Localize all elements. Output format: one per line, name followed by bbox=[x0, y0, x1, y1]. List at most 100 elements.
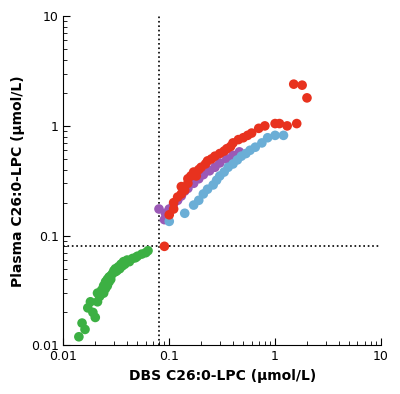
Point bbox=[224, 145, 230, 152]
Point bbox=[262, 123, 268, 129]
Point bbox=[120, 258, 127, 265]
Point bbox=[290, 81, 297, 87]
Point bbox=[156, 206, 162, 212]
Point bbox=[216, 160, 223, 166]
Point bbox=[185, 176, 191, 182]
Point bbox=[98, 287, 105, 293]
Point bbox=[216, 173, 223, 179]
Point bbox=[138, 251, 145, 257]
Point bbox=[112, 266, 119, 272]
Point bbox=[109, 271, 116, 277]
Point bbox=[116, 266, 123, 272]
Point bbox=[204, 158, 211, 164]
Point bbox=[221, 148, 227, 154]
Point bbox=[196, 166, 202, 173]
Point bbox=[272, 121, 278, 127]
Point bbox=[92, 314, 98, 321]
Point bbox=[178, 191, 184, 197]
Point bbox=[161, 216, 168, 223]
Point bbox=[100, 282, 107, 289]
Point bbox=[170, 199, 177, 206]
Point bbox=[198, 164, 204, 171]
Point bbox=[178, 193, 184, 199]
Point bbox=[108, 273, 114, 279]
Point bbox=[280, 132, 287, 139]
Point bbox=[134, 253, 140, 259]
Point bbox=[204, 186, 211, 192]
Point bbox=[243, 151, 249, 157]
Point bbox=[234, 157, 240, 163]
Point bbox=[106, 279, 112, 285]
Point bbox=[161, 243, 168, 249]
Point bbox=[294, 121, 300, 127]
Point bbox=[104, 276, 110, 282]
Point bbox=[122, 261, 128, 268]
Point bbox=[142, 249, 149, 256]
Point bbox=[248, 130, 255, 136]
Point bbox=[162, 210, 169, 216]
Point bbox=[216, 151, 223, 157]
Point bbox=[196, 176, 202, 182]
Point bbox=[182, 188, 188, 194]
Point bbox=[240, 135, 246, 141]
Point bbox=[185, 185, 191, 191]
Point bbox=[210, 182, 216, 188]
Point bbox=[102, 279, 109, 285]
Point bbox=[182, 210, 188, 216]
Point bbox=[182, 187, 188, 193]
Point bbox=[224, 156, 230, 162]
Point bbox=[166, 212, 172, 218]
Point bbox=[206, 167, 213, 174]
Point bbox=[284, 123, 290, 129]
Point bbox=[112, 269, 119, 275]
Point bbox=[230, 161, 236, 167]
Point bbox=[225, 164, 231, 171]
Point bbox=[174, 197, 181, 203]
Point bbox=[276, 121, 283, 127]
Point bbox=[115, 264, 122, 270]
Point bbox=[244, 132, 251, 139]
Point bbox=[118, 261, 124, 268]
Point bbox=[164, 212, 170, 218]
X-axis label: DBS C26:0-LPC (μmol/L): DBS C26:0-LPC (μmol/L) bbox=[128, 369, 316, 383]
Point bbox=[94, 290, 101, 296]
Point bbox=[84, 305, 91, 311]
Point bbox=[129, 255, 136, 262]
Point bbox=[170, 206, 177, 212]
Point bbox=[166, 206, 172, 212]
Point bbox=[193, 173, 200, 179]
Point bbox=[200, 171, 206, 178]
Point bbox=[188, 173, 194, 179]
Point bbox=[100, 290, 107, 296]
Point bbox=[79, 320, 85, 326]
Point bbox=[208, 156, 214, 162]
Point bbox=[236, 149, 243, 155]
Point bbox=[190, 169, 197, 175]
Point bbox=[304, 95, 310, 101]
Point bbox=[190, 202, 197, 208]
Point bbox=[87, 299, 94, 305]
Point bbox=[200, 191, 206, 197]
Point bbox=[259, 140, 265, 146]
Point bbox=[252, 144, 258, 151]
Point bbox=[178, 184, 184, 190]
Point bbox=[190, 180, 197, 186]
Point bbox=[170, 201, 177, 207]
Point bbox=[238, 153, 244, 159]
Point bbox=[119, 263, 126, 269]
Point bbox=[111, 268, 117, 274]
Point bbox=[221, 169, 227, 175]
Point bbox=[145, 247, 151, 254]
Point bbox=[212, 153, 218, 159]
Point bbox=[228, 143, 234, 150]
Point bbox=[247, 147, 253, 153]
Point bbox=[196, 197, 202, 203]
Point bbox=[132, 255, 139, 261]
Point bbox=[202, 161, 209, 167]
Point bbox=[104, 282, 110, 289]
Point bbox=[230, 140, 236, 146]
Point bbox=[230, 152, 236, 158]
Point bbox=[124, 257, 130, 263]
Point bbox=[114, 268, 120, 274]
Point bbox=[166, 218, 172, 225]
